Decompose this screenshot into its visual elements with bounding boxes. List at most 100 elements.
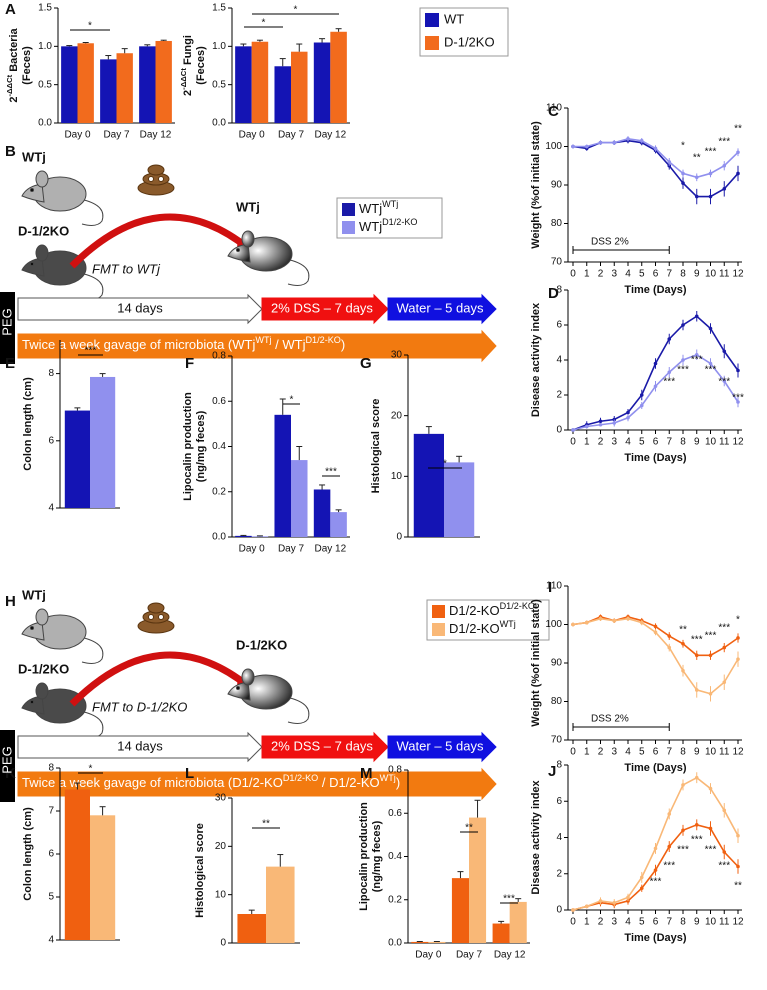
bar [61, 46, 78, 124]
x-tick-label: 10 [705, 269, 717, 280]
x-tick-label: Day 12 [314, 544, 346, 555]
point [722, 850, 727, 854]
bar [291, 51, 308, 124]
mouse-head [21, 695, 45, 715]
y-tick-label: 80 [551, 218, 563, 229]
y-tick-label: 20 [215, 841, 227, 852]
x-tick-label: Day 7 [278, 130, 305, 141]
y-tick-label: 0.6 [212, 396, 226, 407]
significance-label: *** [677, 845, 689, 856]
bar [411, 941, 429, 943]
bar [274, 414, 291, 537]
fmt-label: FMT to D-1/2KO [92, 699, 187, 714]
point [612, 900, 617, 905]
timeline-arrow [17, 767, 497, 801]
x-tick-label: 1 [584, 437, 590, 448]
y-axis-label: Lipocalin production [358, 802, 370, 911]
y-axis-label: Weight (%of initial state) [530, 121, 542, 249]
poop-part [147, 164, 165, 176]
x-tick-label: 5 [639, 747, 645, 758]
significance-label: *** [705, 365, 717, 376]
x-tick-label: 7 [666, 917, 672, 928]
donor-label: D-1/2KO [18, 223, 69, 238]
x-tick-label: 11 [719, 437, 730, 448]
mouse-ear [35, 170, 49, 188]
x-tick-label: Day 12 [314, 130, 346, 141]
point [708, 786, 713, 791]
y-tick-label: 20 [391, 410, 403, 421]
point [626, 410, 630, 415]
x-tick-label: 7 [666, 437, 672, 448]
mouse [21, 244, 104, 300]
y-tick-label: 8 [48, 368, 54, 379]
timeline-arrow [387, 293, 497, 325]
point [681, 323, 685, 327]
y-tick-label: 0.6 [388, 808, 402, 819]
panel-label: E [5, 355, 15, 372]
point [639, 875, 644, 880]
point [653, 624, 658, 629]
bar [139, 46, 156, 124]
bar [100, 59, 117, 123]
y-axis-label: 2-ΔΔCt Fungi [179, 35, 194, 96]
legend-label: WTjWTj [359, 199, 398, 216]
x-tick-label: Day 7 [103, 130, 130, 141]
legend-label-base: WTj [359, 219, 382, 234]
point [722, 163, 727, 168]
point [571, 908, 575, 912]
point [639, 403, 644, 408]
bar [235, 46, 252, 124]
point [626, 415, 630, 420]
point [708, 653, 713, 658]
mouse-tail [81, 273, 104, 300]
significance-label: *** [691, 355, 703, 366]
timeline-arrow [17, 293, 263, 325]
x-tick-label: 8 [680, 917, 686, 928]
x-tick-label: 11 [719, 747, 730, 758]
point [736, 833, 740, 838]
recipient-label: WTj [236, 199, 260, 214]
point [736, 368, 740, 373]
bar [251, 41, 269, 123]
legend-swatch [425, 13, 439, 27]
significance-label: * [443, 459, 447, 470]
significance-label: *** [663, 861, 675, 872]
y-tick-label: 10 [391, 471, 403, 482]
y-axis-label: (Feces) [195, 46, 207, 85]
significance-label: * [294, 5, 298, 16]
mouse-ear [35, 682, 49, 700]
significance-label: *** [718, 861, 730, 872]
mouse [21, 608, 104, 664]
point [584, 904, 589, 909]
bar [266, 866, 295, 943]
y-axis-label-part: Fungi [182, 35, 194, 68]
bar [77, 43, 94, 124]
x-tick-label: 3 [611, 437, 617, 448]
bar [90, 376, 116, 508]
x-tick-label: 0 [570, 437, 576, 448]
y-tick-label: 0.0 [388, 938, 402, 949]
x-tick-label: 2 [598, 747, 604, 758]
y-tick-label: 0.0 [212, 118, 226, 129]
mouse-eye [236, 248, 240, 252]
x-tick-label: 7 [666, 269, 672, 280]
y-axis-label: Disease activity index [530, 302, 542, 417]
mouse-tail [81, 711, 104, 738]
mouse-head [227, 243, 251, 263]
significance-label: * [89, 764, 93, 775]
x-tick-label: 12 [732, 747, 744, 758]
point [598, 140, 603, 145]
point [639, 886, 644, 891]
y-tick-label: 6 [556, 796, 562, 807]
point [694, 775, 699, 780]
point [667, 337, 672, 341]
x-tick-label: 3 [611, 747, 617, 758]
legend-swatch [425, 36, 439, 50]
point [667, 645, 672, 650]
point [598, 616, 603, 621]
x-tick-label: Day 0 [64, 130, 91, 141]
legend-label-base: D1/2-KO [449, 621, 500, 636]
bar [413, 433, 444, 537]
y-axis-label: 2-ΔΔCt Bacteria [5, 27, 20, 102]
x-tick-label: 1 [584, 917, 590, 928]
